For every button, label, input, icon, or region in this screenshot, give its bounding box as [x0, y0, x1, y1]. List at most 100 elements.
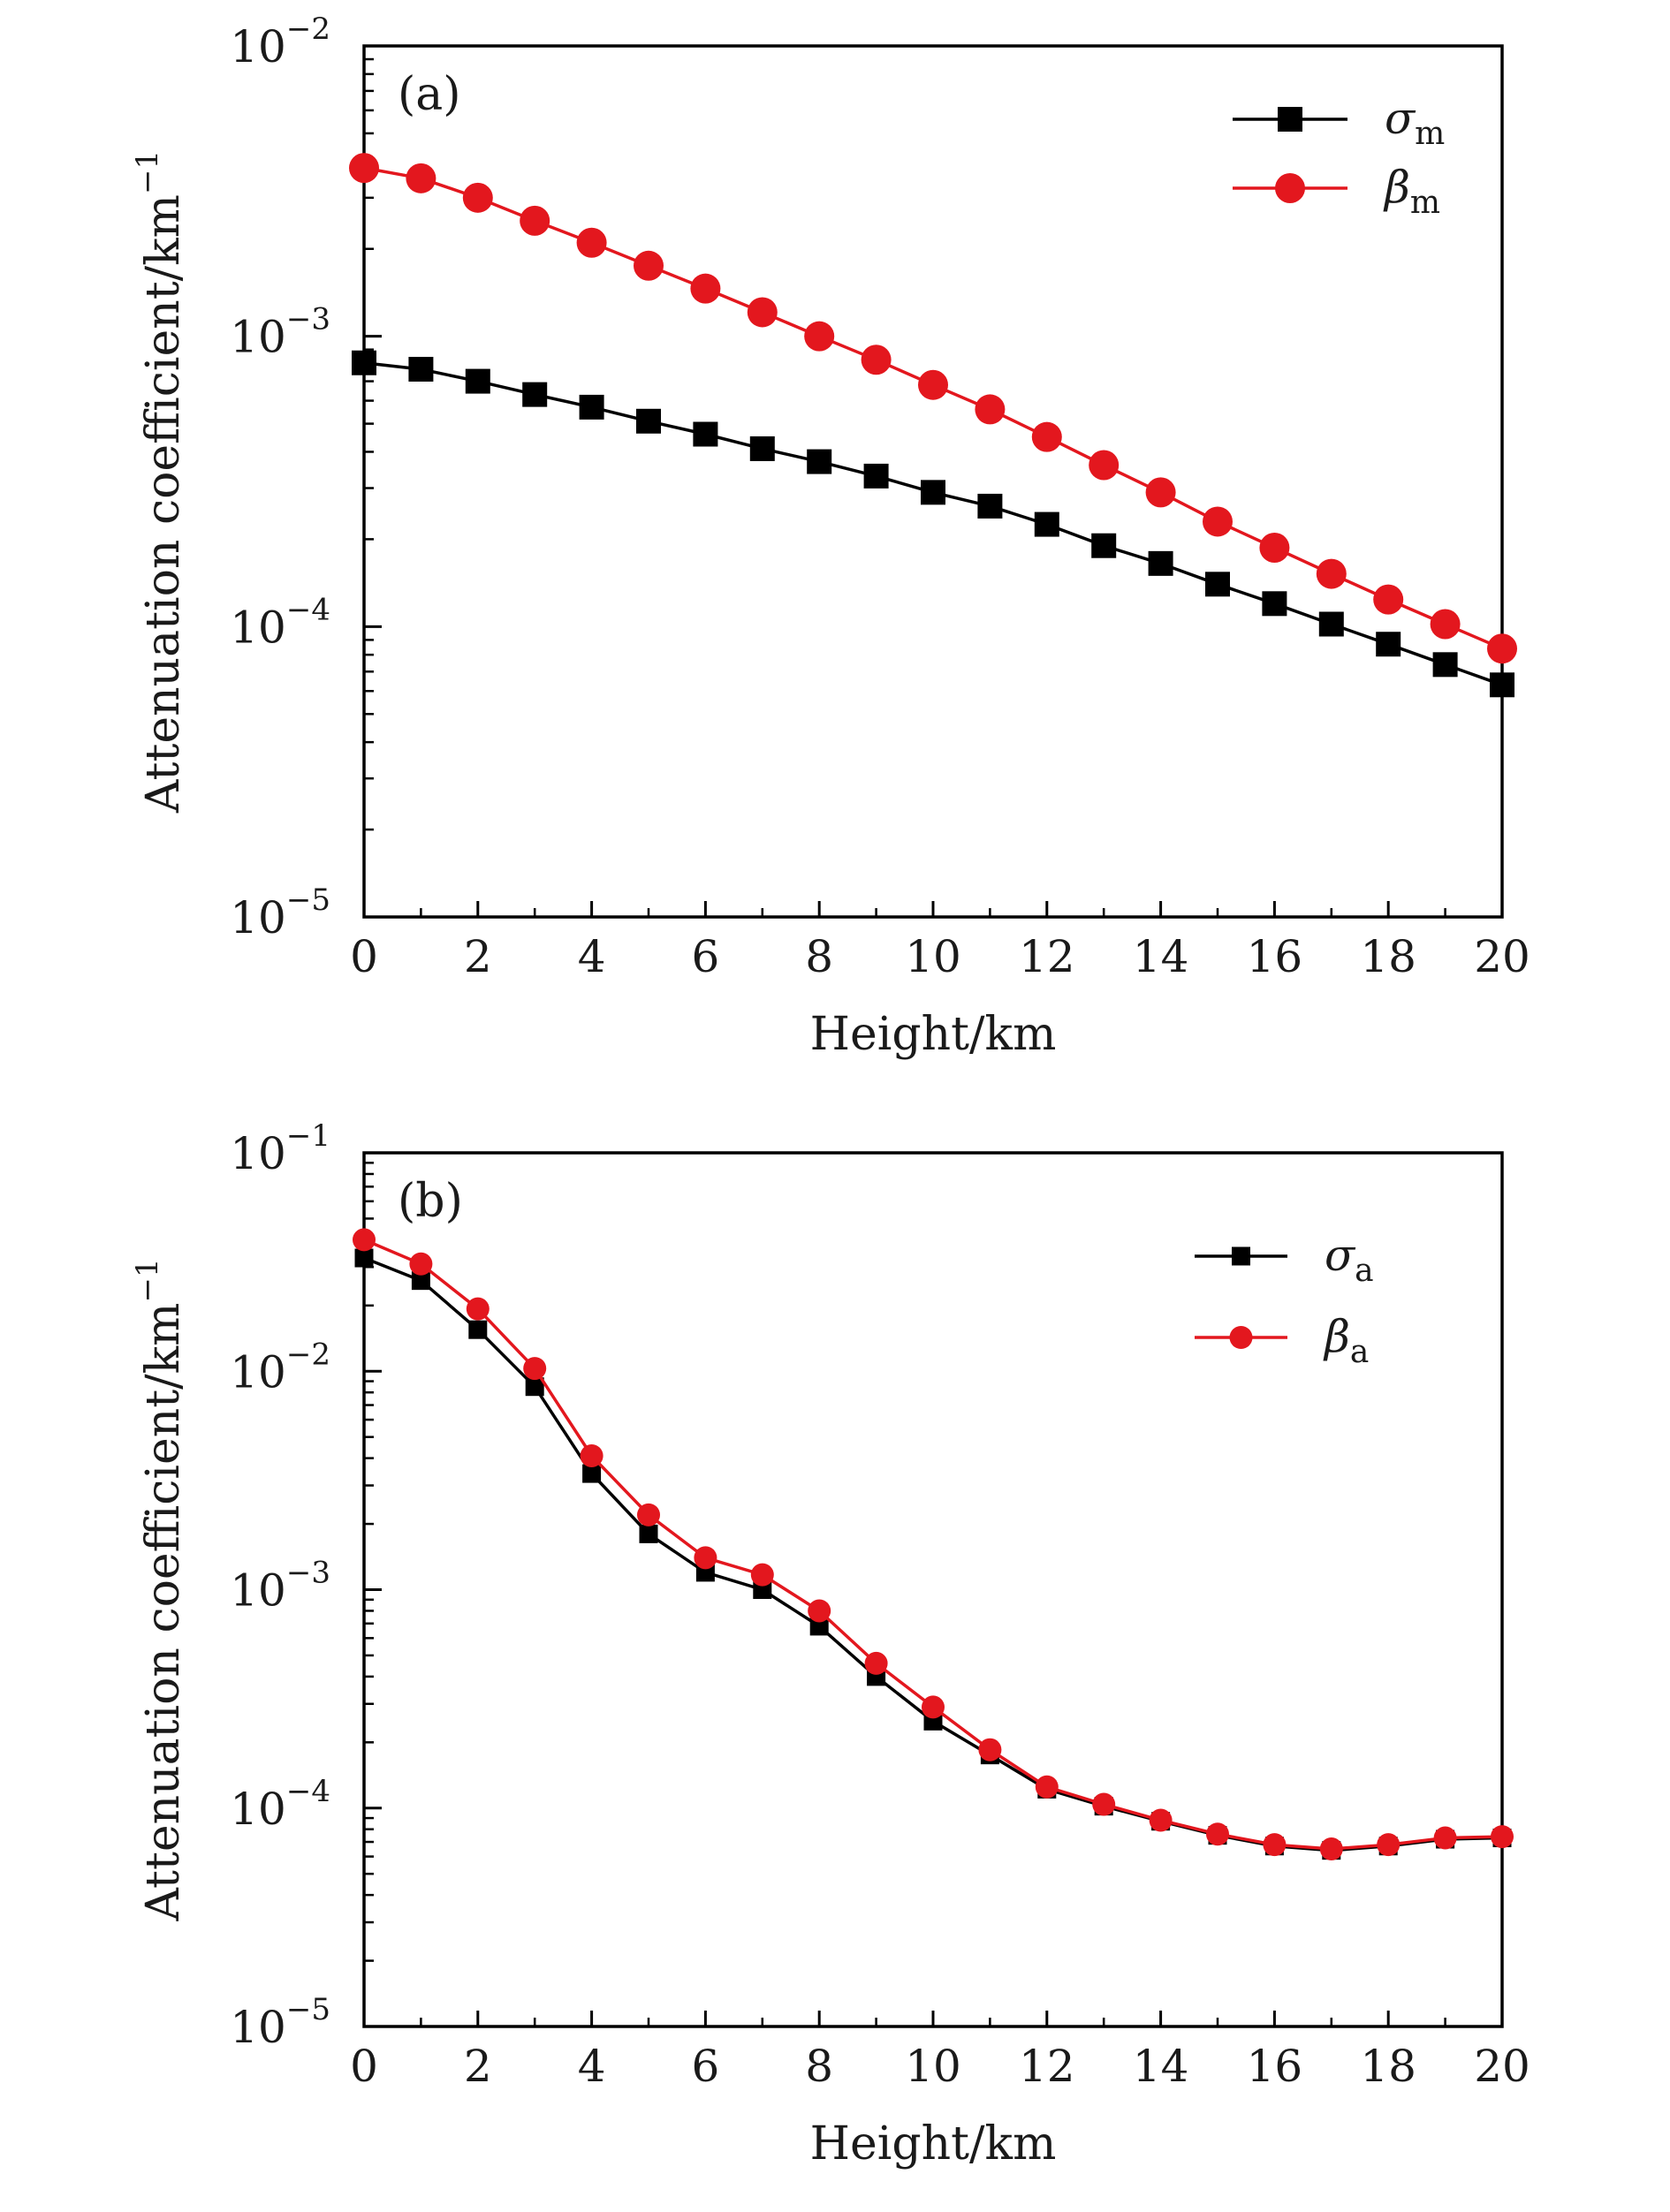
data-point-circle — [637, 1503, 660, 1526]
legend-label: βa — [1323, 1311, 1369, 1370]
x-tick-label: 0 — [350, 2041, 378, 2092]
x-tick-label: 10 — [905, 2041, 961, 2092]
data-point-square — [1262, 591, 1287, 617]
data-point-circle — [690, 273, 721, 304]
data-point-square — [1034, 511, 1059, 537]
data-point-square — [977, 493, 1003, 519]
legend-marker-circle — [1275, 173, 1305, 203]
data-point-circle — [1373, 584, 1404, 615]
data-point-circle — [1092, 1792, 1116, 1816]
data-point-square — [863, 463, 889, 489]
data-point-circle — [523, 1357, 547, 1381]
legend-label: βm — [1383, 162, 1440, 221]
x-tick-label: 12 — [1019, 931, 1075, 982]
data-point-square — [352, 350, 376, 375]
legend-entry: σm — [1233, 93, 1445, 152]
x-tick-label: 8 — [805, 2041, 833, 2092]
data-point-circle — [1377, 1833, 1401, 1857]
series-beta — [349, 153, 1517, 664]
legend-marker-circle — [1229, 1326, 1253, 1349]
x-tick-label: 6 — [691, 931, 719, 982]
data-point-circle — [1145, 477, 1176, 508]
y-tick-label: 10−4 — [230, 1774, 330, 1835]
data-point-circle — [861, 345, 892, 375]
data-point-circle — [1035, 1775, 1059, 1799]
y-tick-label: 10−2 — [230, 11, 330, 72]
data-point-circle — [634, 250, 664, 281]
data-point-circle — [918, 369, 948, 400]
data-point-circle — [406, 163, 436, 193]
y-tick-label: 10−4 — [230, 592, 330, 653]
data-point-square — [749, 436, 775, 461]
x-tick-label: 4 — [578, 2041, 606, 2092]
data-point-circle — [349, 153, 379, 184]
data-point-circle — [1316, 558, 1347, 589]
x-tick-label: 2 — [464, 931, 492, 982]
y-tick-label: 10−1 — [230, 1118, 330, 1179]
x-tick-label: 14 — [1133, 931, 1189, 982]
data-point-square — [582, 1464, 602, 1483]
panel-label: (b) — [398, 1175, 463, 1228]
chart-panel-a: 0 2 4 6 8 10 12 14 16 18 20 10−5 10−4 10−3 10−2 Height/… — [130, 11, 1530, 1061]
series-sigma — [352, 350, 1514, 698]
x-tick-label: 8 — [805, 931, 833, 982]
legend-label: σm — [1385, 93, 1445, 152]
data-point-square — [468, 1320, 488, 1339]
data-point-square — [411, 1271, 430, 1291]
y-axis-label: Attenuation coefficient/km−1 — [130, 1258, 190, 1921]
data-point-circle — [804, 321, 835, 352]
data-point-square — [579, 394, 604, 420]
legend-entry: σa — [1195, 1230, 1374, 1289]
x-tick-label: 14 — [1133, 2041, 1189, 2092]
data-point-circle — [466, 1297, 490, 1321]
data-point-circle — [1487, 633, 1517, 664]
chart-panel-b: 0 2 4 6 8 10 12 14 16 18 20 10−5 10−4 10−3 10−2 10−1 Hei… — [130, 1118, 1530, 2170]
x-tick-label: 10 — [905, 931, 961, 982]
data-point-square — [921, 480, 945, 505]
data-point-circle — [1430, 609, 1461, 640]
legend-label: σa — [1325, 1230, 1374, 1289]
x-tick-label: 16 — [1247, 2041, 1303, 2092]
x-tick-label: 18 — [1360, 931, 1416, 982]
data-point-circle — [1203, 506, 1233, 537]
data-point-square — [809, 1617, 829, 1636]
x-tick-label: 18 — [1360, 2041, 1416, 2092]
series-beta — [353, 1228, 1514, 1861]
data-point-square — [465, 368, 490, 394]
data-point-circle — [864, 1651, 888, 1675]
legend-entry: βm — [1233, 162, 1440, 221]
data-point-circle — [978, 1738, 1002, 1761]
data-point-circle — [520, 205, 550, 236]
data-point-circle — [580, 1443, 603, 1467]
data-point-square — [525, 1377, 544, 1397]
data-point-circle — [1149, 1808, 1173, 1832]
x-tick-label: 16 — [1247, 931, 1303, 982]
data-point-circle — [1433, 1826, 1457, 1850]
x-tick-label: 20 — [1474, 2041, 1530, 2092]
data-point-circle — [1259, 532, 1290, 563]
x-axis-label: Height/km — [810, 2117, 1057, 2170]
data-point-circle — [808, 1599, 831, 1623]
data-point-square — [408, 356, 434, 382]
data-point-circle — [353, 1228, 376, 1252]
data-point-square — [354, 1248, 374, 1268]
y-tick-label: 10−5 — [230, 883, 330, 943]
data-point-square — [639, 1524, 658, 1543]
y-axis-label: Attenuation coefficient/km−1 — [130, 150, 190, 814]
data-point-circle — [975, 394, 1006, 425]
legend-marker-square — [1278, 107, 1302, 132]
data-point-square — [636, 408, 661, 434]
data-point-circle — [1319, 1837, 1343, 1861]
legend-entry: βa — [1195, 1311, 1369, 1370]
data-point-circle — [694, 1546, 717, 1570]
y-tick-label: 10−5 — [230, 1992, 330, 2053]
data-point-square — [1148, 550, 1173, 576]
data-point-circle — [747, 297, 778, 328]
data-point-circle — [409, 1252, 433, 1276]
data-point-circle — [462, 182, 493, 213]
y-tick-label: 10−2 — [230, 1337, 330, 1398]
x-tick-label: 12 — [1019, 2041, 1075, 2092]
data-point-circle — [576, 227, 607, 258]
x-tick-label: 6 — [691, 2041, 719, 2092]
